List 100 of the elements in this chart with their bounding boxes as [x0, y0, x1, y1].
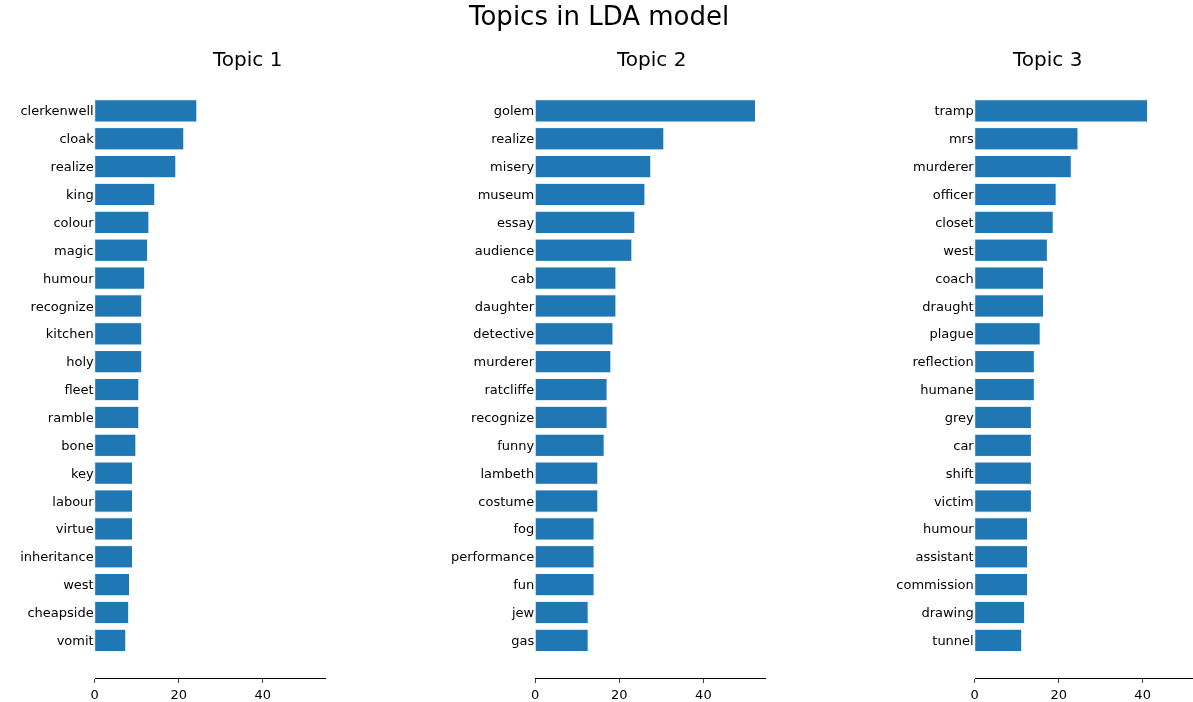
y-tick-label: cheapside — [27, 605, 94, 621]
y-tick-label: car — [953, 437, 975, 453]
bar — [974, 489, 1032, 513]
bar — [535, 294, 617, 318]
bar — [535, 600, 589, 625]
bar — [94, 572, 131, 597]
bar — [535, 517, 595, 541]
y-tick-label: fun — [513, 577, 535, 593]
y-tick-label: draught — [922, 298, 974, 314]
y-tick-label: tunnel — [932, 632, 974, 648]
bar — [535, 489, 599, 513]
y-tick-label: jew — [510, 605, 535, 621]
bar — [94, 238, 149, 262]
y-tick-label: murderer — [473, 354, 535, 370]
bar — [535, 127, 665, 151]
y-tick-label: bone — [61, 437, 94, 453]
bar — [974, 377, 1035, 402]
y-tick-label: lambeth — [480, 465, 535, 481]
y-tick-label: plague — [929, 326, 974, 342]
y-tick-label: clerkenwell — [20, 103, 94, 119]
bar — [535, 377, 608, 402]
y-tick-label: realize — [491, 131, 535, 147]
y-tick-label: performance — [450, 549, 535, 565]
y-tick-label: funny — [497, 437, 535, 453]
bar — [535, 405, 608, 430]
y-tick-label: detective — [473, 326, 535, 342]
bar — [94, 182, 156, 207]
bar — [974, 405, 1032, 430]
bar — [535, 266, 617, 290]
y-tick-label: assistant — [915, 549, 974, 565]
y-tick-label: mrs — [948, 131, 974, 147]
chart-title: Topic 3 — [1012, 47, 1083, 71]
bar — [94, 600, 130, 625]
bar — [974, 266, 1045, 290]
y-tick-label: drawing — [921, 605, 974, 621]
bar — [94, 517, 134, 541]
bar — [94, 210, 150, 234]
y-tick-label: key — [70, 465, 94, 481]
y-tick-label: daughter — [474, 298, 535, 314]
y-tick-label: cloak — [59, 131, 95, 147]
bar — [974, 127, 1079, 151]
y-tick-label: shift — [945, 465, 974, 481]
bar — [535, 350, 612, 374]
bar — [535, 572, 595, 597]
y-tick-label: magic — [54, 242, 94, 258]
bar — [974, 517, 1029, 541]
bar — [94, 294, 143, 318]
bar — [535, 433, 605, 457]
x-tick-label: 0 — [970, 686, 979, 702]
chart-title: Topic 1 — [212, 47, 283, 71]
bar — [94, 154, 177, 179]
bar — [535, 154, 652, 179]
chart-title: Topic 2 — [616, 47, 687, 71]
y-tick-label: reflection — [912, 354, 974, 370]
y-tick-label: humour — [923, 521, 975, 537]
y-tick-label: recognize — [30, 298, 94, 314]
y-tick-label: ratcliffe — [484, 382, 535, 398]
x-tick-label: 40 — [695, 686, 712, 702]
bar — [974, 210, 1054, 234]
bar — [94, 461, 134, 485]
x-tick-label: 40 — [254, 686, 272, 702]
bar — [94, 628, 127, 653]
bar — [94, 377, 140, 402]
y-tick-label: humane — [920, 382, 974, 398]
bar — [94, 99, 198, 123]
x-tick-label: 0 — [90, 686, 99, 702]
bar — [94, 433, 137, 457]
y-tick-label: cab — [510, 270, 535, 286]
y-tick-label: fog — [513, 521, 535, 537]
bar — [974, 154, 1072, 179]
y-tick-label: west — [943, 242, 974, 258]
y-tick-label: museum — [477, 187, 535, 203]
bar — [974, 572, 1029, 597]
bar — [94, 322, 143, 346]
x-tick-label: 40 — [1134, 686, 1151, 702]
y-tick-label: colour — [53, 214, 95, 230]
bar — [94, 405, 140, 430]
x-tick-label: 0 — [531, 686, 540, 702]
bar — [974, 182, 1057, 207]
y-tick-label: officer — [932, 187, 975, 203]
y-tick-label: coach — [935, 270, 974, 286]
bar — [535, 322, 614, 346]
y-tick-label: audience — [474, 242, 535, 258]
bar — [535, 238, 633, 262]
bar — [974, 600, 1026, 625]
y-tick-label: inheritance — [20, 549, 94, 565]
y-tick-label: commission — [896, 577, 974, 593]
y-tick-label: essay — [496, 214, 535, 230]
y-tick-label: humour — [43, 270, 95, 286]
bar — [94, 489, 134, 513]
y-tick-label: recognize — [471, 409, 535, 425]
y-tick-label: grey — [944, 409, 975, 425]
x-tick-label: 20 — [611, 686, 628, 702]
bar — [974, 322, 1041, 346]
bar — [535, 628, 589, 653]
bar — [535, 461, 599, 485]
y-tick-label: vomit — [56, 632, 94, 648]
y-tick-label: kitchen — [45, 326, 94, 342]
bar — [535, 210, 636, 234]
bar — [535, 99, 756, 123]
